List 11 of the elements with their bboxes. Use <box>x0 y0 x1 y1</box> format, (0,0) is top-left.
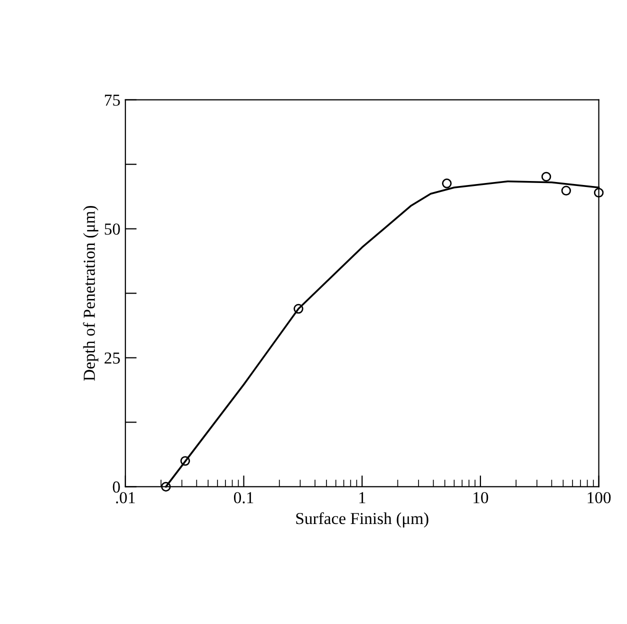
y-tick-label: 0 <box>112 481 120 493</box>
x-tick-label: 1 <box>359 492 366 504</box>
y-tick-label: 50 <box>104 224 120 235</box>
x-tick-label: 100 <box>588 492 611 504</box>
x-axis-title: Surface Finish (μm) <box>296 512 428 528</box>
y-tick-label: 75 <box>104 94 120 106</box>
y-axis-title: Depth of Penetration (μm) <box>83 206 98 381</box>
x-tick-label: .01 <box>116 492 135 504</box>
x-tick-label: 10 <box>474 492 488 504</box>
y-tick-label: 25 <box>104 352 120 364</box>
x-tick-label: 0.1 <box>234 492 254 504</box>
